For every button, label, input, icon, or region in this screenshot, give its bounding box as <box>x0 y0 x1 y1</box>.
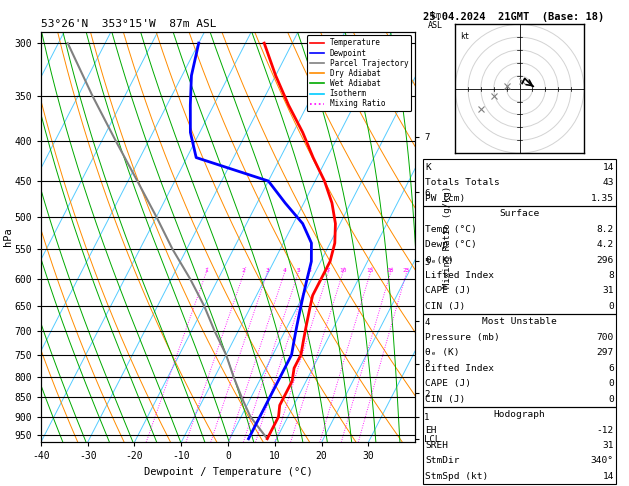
Text: CAPE (J): CAPE (J) <box>425 286 471 295</box>
Text: 340°: 340° <box>591 456 614 466</box>
Text: K: K <box>425 163 431 172</box>
Text: 31: 31 <box>603 286 614 295</box>
Text: CIN (J): CIN (J) <box>425 302 465 311</box>
Text: Lifted Index: Lifted Index <box>425 271 494 280</box>
Text: 8: 8 <box>608 271 614 280</box>
Text: 8: 8 <box>326 268 330 273</box>
Text: θₑ (K): θₑ (K) <box>425 348 460 357</box>
Text: CAPE (J): CAPE (J) <box>425 379 471 388</box>
Text: 700: 700 <box>597 333 614 342</box>
Text: Most Unstable: Most Unstable <box>482 317 557 327</box>
Text: 296: 296 <box>597 256 614 264</box>
Text: StmDir: StmDir <box>425 456 460 466</box>
Text: Totals Totals: Totals Totals <box>425 178 500 187</box>
Text: Pressure (mb): Pressure (mb) <box>425 333 500 342</box>
Legend: Temperature, Dewpoint, Parcel Trajectory, Dry Adiabat, Wet Adiabat, Isotherm, Mi: Temperature, Dewpoint, Parcel Trajectory… <box>307 35 411 111</box>
Text: km
ASL: km ASL <box>428 11 443 30</box>
Text: EH: EH <box>425 426 437 434</box>
Text: 14: 14 <box>603 163 614 172</box>
Text: 8.2: 8.2 <box>597 225 614 234</box>
Y-axis label: hPa: hPa <box>3 227 13 246</box>
Text: 20: 20 <box>387 268 394 273</box>
Text: SREH: SREH <box>425 441 448 450</box>
Text: 0: 0 <box>608 302 614 311</box>
Text: Lifted Index: Lifted Index <box>425 364 494 373</box>
Text: 6: 6 <box>608 364 614 373</box>
Text: 1.35: 1.35 <box>591 194 614 203</box>
Text: 4.2: 4.2 <box>597 240 614 249</box>
Text: Temp (°C): Temp (°C) <box>425 225 477 234</box>
Text: Dewp (°C): Dewp (°C) <box>425 240 477 249</box>
Text: 297: 297 <box>597 348 614 357</box>
Text: 25.04.2024  21GMT  (Base: 18): 25.04.2024 21GMT (Base: 18) <box>423 12 604 22</box>
Text: -12: -12 <box>597 426 614 434</box>
Text: 1: 1 <box>204 268 208 273</box>
Text: 5: 5 <box>296 268 300 273</box>
Text: 15: 15 <box>367 268 374 273</box>
Text: Hodograph: Hodograph <box>494 410 545 419</box>
Text: Surface: Surface <box>499 209 540 218</box>
Text: 31: 31 <box>603 441 614 450</box>
Text: 6: 6 <box>308 268 311 273</box>
Text: 25: 25 <box>403 268 410 273</box>
Text: 4: 4 <box>282 268 286 273</box>
Text: 43: 43 <box>603 178 614 187</box>
Text: 0: 0 <box>608 379 614 388</box>
Text: 2: 2 <box>242 268 246 273</box>
Y-axis label: Mixing Ratio (g/kg): Mixing Ratio (g/kg) <box>443 186 452 288</box>
Text: 3: 3 <box>265 268 269 273</box>
Text: 14: 14 <box>603 472 614 481</box>
Text: CIN (J): CIN (J) <box>425 395 465 404</box>
Text: 0: 0 <box>608 395 614 404</box>
Text: PW (cm): PW (cm) <box>425 194 465 203</box>
Text: θₑ(K): θₑ(K) <box>425 256 454 264</box>
Text: 10: 10 <box>339 268 347 273</box>
X-axis label: Dewpoint / Temperature (°C): Dewpoint / Temperature (°C) <box>143 467 313 477</box>
Text: 53°26'N  353°15'W  87m ASL: 53°26'N 353°15'W 87m ASL <box>41 19 216 30</box>
Text: StmSpd (kt): StmSpd (kt) <box>425 472 489 481</box>
Text: kt: kt <box>460 32 470 41</box>
